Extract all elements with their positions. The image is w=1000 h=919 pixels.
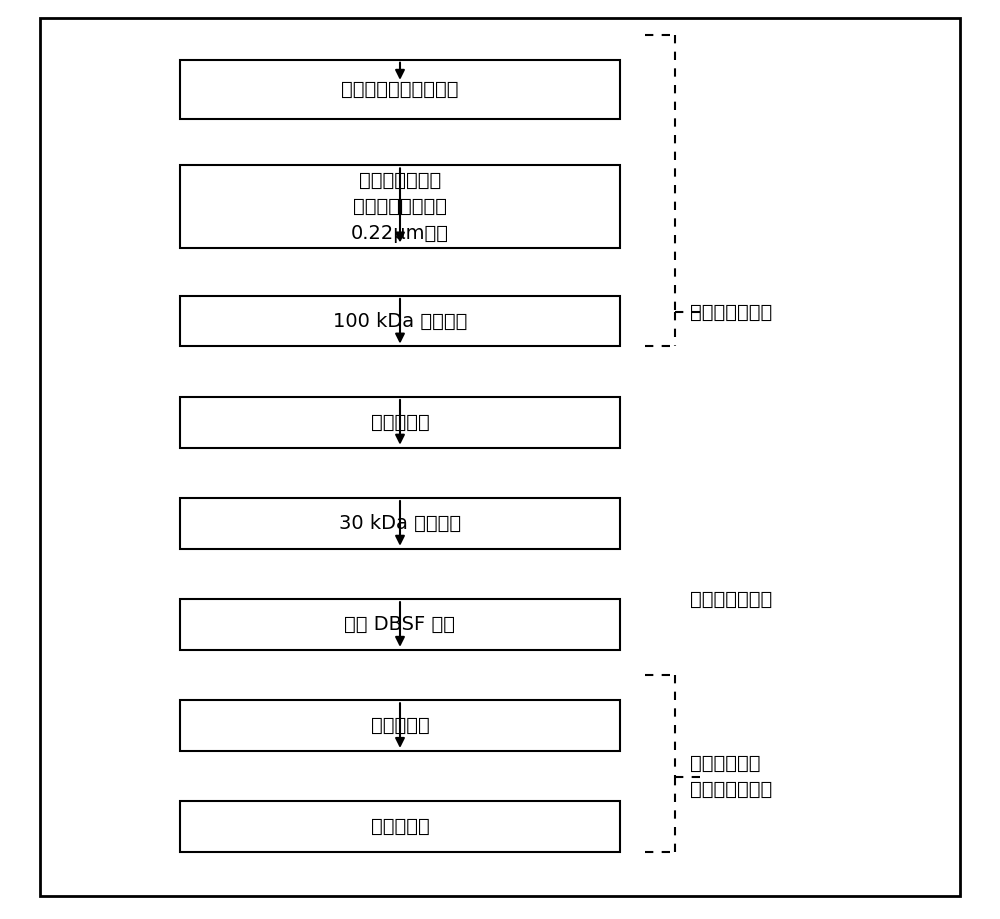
Text: 交联的血红蛋白: 交联的血红蛋白 [690,590,772,608]
FancyBboxPatch shape [180,60,620,119]
Text: 热处理步骤: 热处理步骤 [371,716,429,735]
Text: 30 kDa 超滤设备: 30 kDa 超滤设备 [339,514,461,533]
Text: 全血，分离和细胞洗洤: 全血，分离和细胞洗洤 [341,80,459,99]
Text: 配制和包裈: 配制和包裈 [371,817,429,836]
Text: 100 kDa 超滤设备: 100 kDa 超滤设备 [333,312,467,331]
FancyBboxPatch shape [180,700,620,751]
Text: 流通柱色谱: 流通柱色谱 [371,413,429,432]
FancyBboxPatch shape [180,498,620,549]
FancyBboxPatch shape [180,801,620,852]
FancyBboxPatch shape [180,397,620,448]
Text: 用于低渗裂解的
即时细胞裂解设备
0.22μm微滤: 用于低渗裂解的 即时细胞裂解设备 0.22μm微滤 [351,171,449,243]
FancyBboxPatch shape [180,599,620,650]
Text: 纯化的血红蛋白: 纯化的血红蛋白 [690,303,772,322]
Text: 通过 DBSF 交联: 通过 DBSF 交联 [344,615,456,634]
Text: 热稳定的交联
四聚体血红蛋白: 热稳定的交联 四聚体血红蛋白 [690,754,772,800]
FancyBboxPatch shape [180,165,620,248]
FancyBboxPatch shape [180,296,620,346]
